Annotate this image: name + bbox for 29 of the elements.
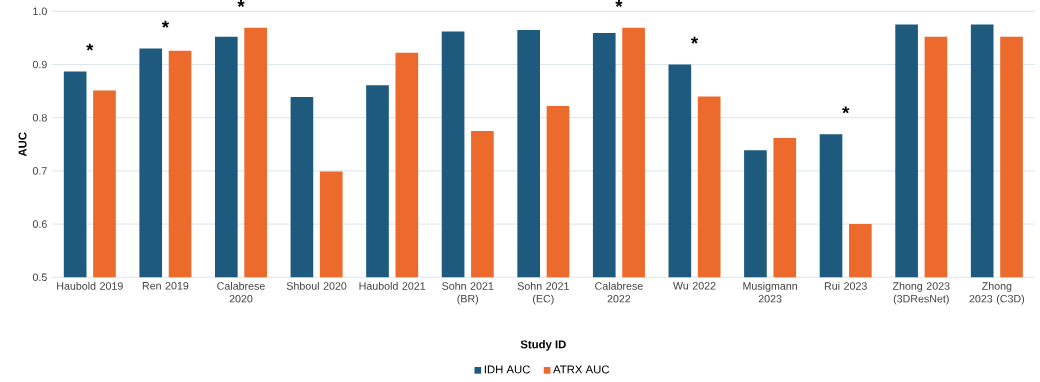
y-tick-label: 1.0 [33,7,47,15]
y-tick-label: 0.7 [32,166,47,175]
x-tick-label: Calabrese 2020 [217,281,265,303]
x-tick-label: Haubold 2021 [359,281,426,290]
annotation: * [86,43,94,51]
x-tick-label: Calabrese 2022 [595,281,643,303]
text: * [615,0,623,7]
y-tick-label: 0.5 [32,273,47,281]
legend-label: IDH AUC [484,365,530,374]
y-tick-label: 0.9 [32,60,47,69]
legend-label: ATRX AUC [553,365,610,374]
x-tick-label: Zhong 2023 (C3D) [969,281,1025,305]
y-tick-label: 0.6 [32,220,47,228]
x-tick-label: Shboul 2020 [286,281,347,290]
x-tick-label: Rui 2023 [824,281,867,290]
x-tick-label: Sohn 2021 (BR) [442,281,494,305]
x-tick-label: Musigmann 2023 [743,281,797,303]
x-tick-label: Sohn 2021 (EC) [517,281,569,305]
x-axis-title: Study ID [520,339,566,351]
y-axis-title: AUC [18,132,27,157]
x-tick-label: Ren 2019 [142,281,189,290]
annotation: * [690,36,699,44]
y-tick-label: 0.8 [32,113,47,122]
annotation: * [842,106,850,114]
annotation: * [161,20,170,28]
x-tick-label: Zhong 2023 (3DResNet) [892,281,950,305]
x-tick-label: Wu 2022 [673,281,716,290]
x-tick-label: Haubold 2019 [57,281,123,290]
text: * [237,0,245,7]
